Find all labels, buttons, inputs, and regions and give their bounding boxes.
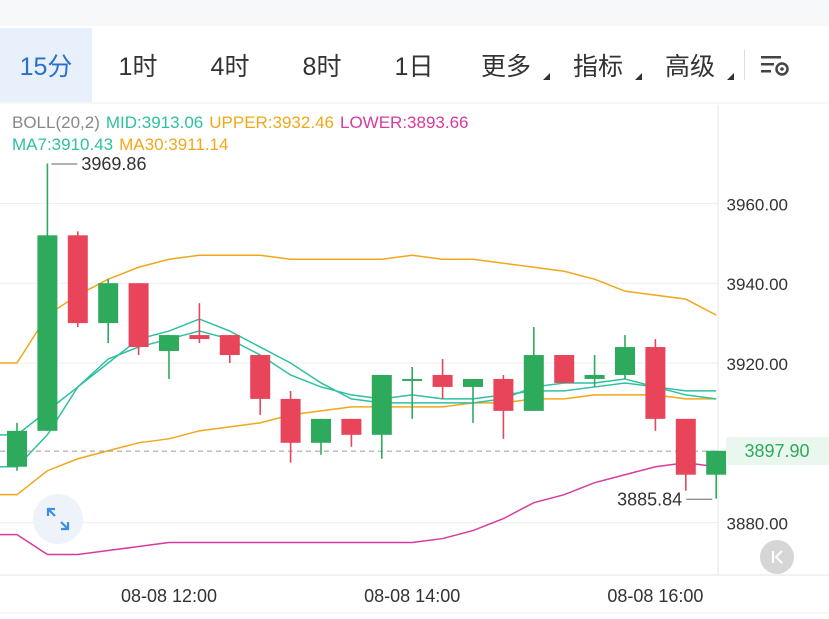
dropdown-arrow-icon	[543, 73, 550, 80]
high-price-label: 3969.86	[81, 154, 146, 174]
legend-boll: BOLL(20,2)	[12, 113, 100, 132]
tab-label: 指标	[572, 53, 623, 81]
candle-body	[645, 347, 666, 419]
dropdown-arrow-icon	[635, 73, 642, 80]
candle-body	[463, 378, 483, 387]
candle-body	[7, 430, 27, 467]
candle-body	[128, 283, 149, 348]
candle-body	[250, 355, 271, 399]
tab-label: 更多	[480, 53, 531, 81]
y-tick-label: 3880.00	[727, 515, 788, 534]
tab-advanced[interactable]: 高级	[644, 28, 736, 102]
tab-1d[interactable]: 1日	[368, 28, 460, 102]
candle-body	[371, 374, 392, 435]
candle-body	[706, 450, 727, 475]
boll-mid-line	[0, 330, 717, 468]
tab-4h[interactable]: 4时	[184, 28, 276, 102]
candle-body	[37, 235, 58, 431]
candle-body	[432, 374, 453, 387]
candle-body	[493, 378, 514, 411]
tab-label: 高级	[664, 53, 715, 81]
tab-8h[interactable]: 8时	[276, 28, 368, 102]
legend-upper: UPPER:3932.46	[209, 113, 334, 132]
scroll-to-latest-button[interactable]	[760, 540, 794, 574]
legend-lower: LOWER:3893.66	[339, 113, 469, 132]
candle-body	[341, 418, 362, 435]
interval-tab-bar: 15分 1时 4时 8时 1日 更多 指标 高级	[0, 28, 829, 102]
candle-body	[189, 335, 210, 340]
candle-body	[219, 335, 240, 356]
chart-settings-button[interactable]	[745, 28, 805, 102]
candle-body	[311, 418, 331, 443]
low-price-label: 3885.84	[617, 489, 682, 509]
candle-body	[402, 378, 423, 381]
expand-chart-button[interactable]	[33, 494, 83, 544]
tab-indicators[interactable]: 指标	[552, 28, 644, 102]
boll-legend: BOLL(20,2) MID:3913.06 UPPER:3932.46 LOWER:…	[12, 113, 475, 133]
tab-divider	[744, 50, 745, 80]
candle-body	[615, 347, 635, 375]
y-tick-label: 3920.00	[727, 355, 788, 374]
x-tick-label: 08-08 16:00	[607, 586, 703, 606]
candle-body	[584, 374, 605, 379]
candle-body	[523, 355, 544, 411]
legend-mid: MID:3913.06	[105, 113, 204, 132]
current-price-tag	[726, 437, 829, 466]
legend-ma30: MA30:3911.14	[119, 135, 229, 154]
tab-label: 8时	[302, 53, 342, 81]
tab-label: 1日	[394, 53, 434, 81]
x-tick-label: 08-08 14:00	[364, 586, 460, 606]
ma-legend: MA7:3910.43 MA30:3911.14	[12, 135, 234, 155]
tab-more[interactable]: 更多	[460, 28, 552, 102]
jump-to-end-icon	[772, 550, 783, 564]
tab-15min[interactable]: 15分	[0, 28, 92, 102]
boll-lower-line	[0, 461, 717, 556]
x-tick-label: 08-08 12:00	[121, 586, 217, 606]
candle-body	[159, 335, 179, 352]
candle-body	[675, 418, 696, 475]
tab-label: 1时	[118, 53, 158, 81]
candle-body	[280, 398, 301, 443]
current-price-label: 3897.90	[744, 441, 809, 461]
tab-label: 15分	[19, 53, 73, 81]
tab-1h[interactable]: 1时	[92, 28, 184, 102]
candle-body	[554, 355, 575, 383]
tab-label: 4时	[210, 53, 250, 81]
legend-ma7: MA7:3910.43	[12, 135, 114, 154]
chart-settings-icon	[761, 56, 789, 76]
candle-body	[98, 283, 119, 324]
dropdown-arrow-icon	[727, 73, 734, 80]
candle-body	[67, 235, 88, 324]
status-strip	[0, 0, 829, 26]
y-tick-label: 3940.00	[727, 275, 788, 294]
expand-icon	[46, 507, 70, 531]
y-tick-label: 3960.00	[727, 195, 788, 214]
